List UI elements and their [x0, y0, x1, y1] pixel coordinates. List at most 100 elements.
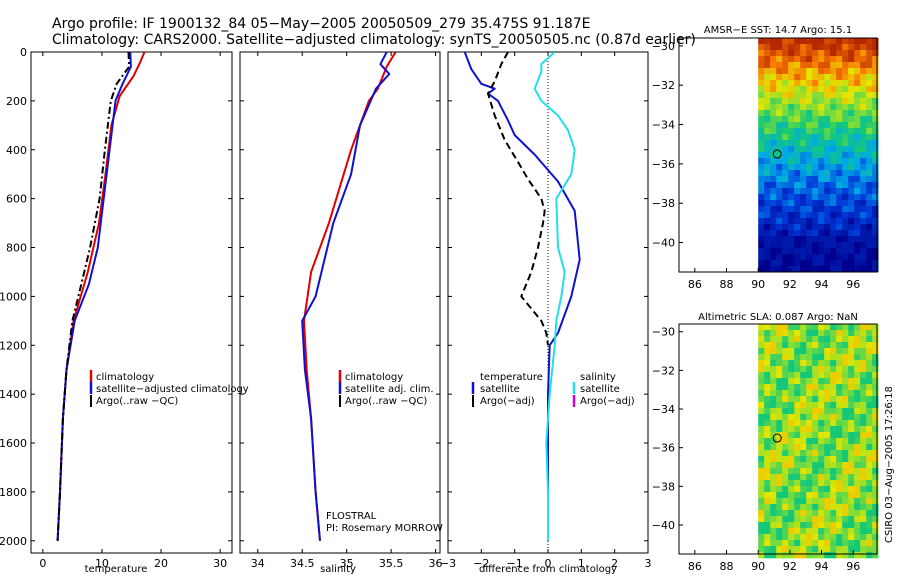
map-cell: [782, 468, 789, 475]
map-cell: [830, 152, 837, 159]
map-cell: [806, 546, 813, 553]
map-cell: [770, 140, 777, 147]
map-cell: [848, 170, 855, 177]
map-cell: [854, 248, 861, 255]
map-cell: [794, 236, 801, 243]
map-cell: [848, 360, 855, 367]
map-cell: [866, 426, 873, 433]
map-cell: [758, 516, 765, 523]
map-cell: [836, 260, 843, 267]
map-cell: [848, 206, 855, 213]
map-cell: [770, 420, 777, 427]
map-cell: [806, 98, 813, 105]
map-cell: [848, 420, 855, 427]
map-cell: [818, 486, 825, 493]
map-cell: [806, 182, 813, 189]
map-cell: [788, 62, 795, 69]
map-cell: [854, 50, 861, 57]
map-cell: [848, 62, 855, 69]
map-cell: [854, 218, 861, 225]
map-cell: [758, 378, 765, 385]
map-cell: [770, 366, 777, 373]
map-cell: [824, 248, 831, 255]
map-cell: [860, 254, 867, 261]
map-cell: [764, 474, 771, 481]
map-cell: [812, 188, 819, 195]
map-cell: [818, 336, 825, 343]
map-cell: [758, 50, 765, 57]
map-cell: [794, 50, 801, 57]
map-cell: [866, 146, 873, 153]
map-cell: [794, 158, 801, 165]
map-cell: [776, 266, 783, 273]
map-cell: [818, 372, 825, 379]
map-cell: [818, 426, 825, 433]
map-cell: [818, 224, 825, 231]
map-cell: [788, 128, 795, 135]
map-cell: [806, 128, 813, 135]
map-cell: [806, 104, 813, 111]
map-cell: [812, 104, 819, 111]
map-cell: [836, 468, 843, 475]
map-cell: [782, 486, 789, 493]
map-cell: [860, 540, 867, 547]
map-cell: [812, 384, 819, 391]
map-cell: [866, 260, 873, 267]
map-cell: [776, 510, 783, 517]
map-cell: [812, 116, 819, 123]
map-cell: [872, 50, 879, 57]
map-cell: [776, 140, 783, 147]
map-y-tick-label: −40: [652, 237, 675, 250]
map-cell: [842, 450, 849, 457]
map-cell: [854, 230, 861, 237]
map-cell: [842, 218, 849, 225]
map-cell: [872, 396, 879, 403]
map-cell: [824, 92, 831, 99]
map-cell: [770, 206, 777, 213]
map-cell: [842, 50, 849, 57]
map-cell: [830, 432, 837, 439]
map-cell: [866, 212, 873, 219]
map-cell: [818, 534, 825, 541]
map-cell: [770, 540, 777, 547]
map-cell: [842, 510, 849, 517]
map-y-tick-label: −34: [652, 403, 675, 416]
map-cell: [848, 176, 855, 183]
map-cell: [854, 342, 861, 349]
map-cell: [782, 444, 789, 451]
map-cell: [800, 546, 807, 553]
map-cell: [788, 522, 795, 529]
map-cell: [860, 420, 867, 427]
map-cell: [794, 266, 801, 273]
map-cell: [812, 158, 819, 165]
map-cell: [842, 104, 849, 111]
map-cell: [788, 74, 795, 81]
map-cell: [866, 128, 873, 135]
map-cell: [788, 152, 795, 159]
map-cell: [794, 552, 801, 559]
map-cell: [794, 480, 801, 487]
map-cell: [842, 348, 849, 355]
map-cell: [848, 492, 855, 499]
map-cell: [794, 450, 801, 457]
map-cell: [842, 146, 849, 153]
map-cell: [818, 86, 825, 93]
map-cell: [872, 504, 879, 511]
map-cell: [836, 248, 843, 255]
map-cell: [776, 342, 783, 349]
map-cell: [806, 540, 813, 547]
map-cell: [812, 242, 819, 249]
profile-line-satellite: [56, 52, 132, 541]
map-cell: [836, 396, 843, 403]
map-cell: [866, 266, 873, 273]
map-cell: [818, 540, 825, 547]
map-cell: [794, 420, 801, 427]
map-cell: [812, 254, 819, 261]
map-cell: [758, 86, 765, 93]
map-cell: [788, 80, 795, 87]
map-cell: [776, 348, 783, 355]
map-cell: [800, 390, 807, 397]
map-cell: [854, 354, 861, 361]
map-cell: [824, 390, 831, 397]
sla-map-title: Altimetric SLA: 0.087 Argo: NaN: [698, 312, 858, 323]
